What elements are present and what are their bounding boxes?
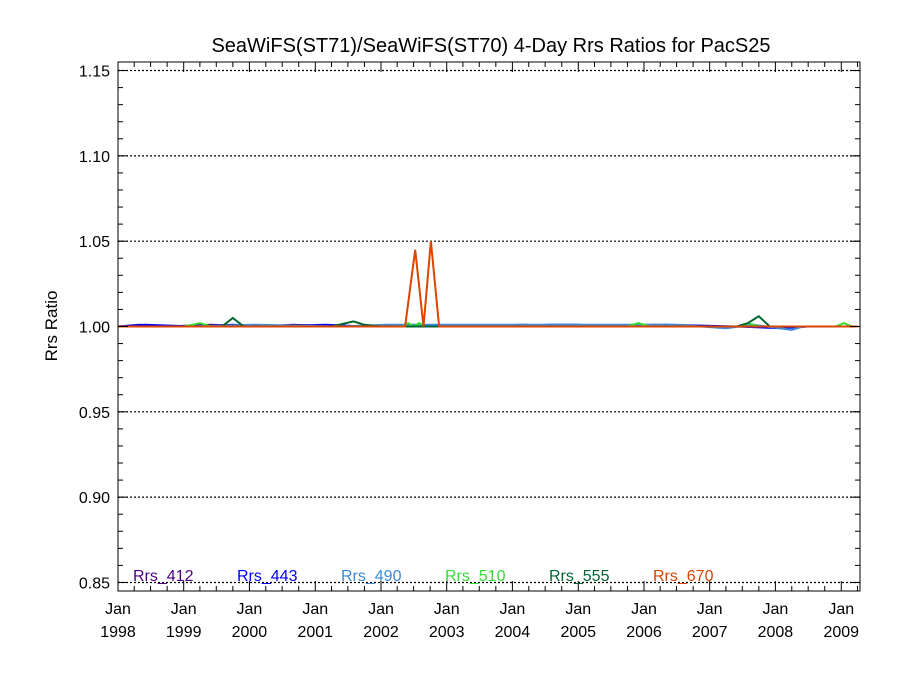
y-tick-label: 0.95 (79, 405, 110, 422)
x-tick-year: 2001 (297, 624, 333, 641)
x-tick-year: 2007 (692, 624, 728, 641)
y-tick-label: 1.00 (79, 320, 110, 337)
legend-item-rrs-490: Rrs_490 (341, 568, 402, 585)
y-tick-label: 1.15 (79, 64, 110, 81)
legend-item-rrs-510: Rrs_510 (445, 568, 506, 585)
x-tick-month: Jan (105, 601, 131, 618)
x-tick-year: 2009 (823, 624, 859, 641)
y-tick-label: 1.10 (79, 149, 110, 166)
x-tick-year: 2006 (626, 624, 662, 641)
series-line-rrs-555 (118, 315, 858, 328)
series-line-rrs-670 (118, 241, 858, 328)
x-tick-month: Jan (697, 601, 723, 618)
x-tick-labels: Jan 1998 Jan 1999 Jan 2000 Jan 2001 Jan 2002 Jan 20… (100, 601, 859, 641)
x-tick-year: 2008 (758, 624, 794, 641)
x-tick-year: 1998 (100, 624, 136, 641)
legend-item-rrs-670: Rrs_670 (653, 568, 714, 585)
x-tick-year: 2000 (232, 624, 268, 641)
x-tick-month: Jan (171, 601, 197, 618)
x-tick-month: Jan (500, 601, 526, 618)
y-tick-labels: 0.85 0.90 0.95 1.00 1.05 1.10 1.15 (79, 64, 110, 593)
series-lines (117, 241, 858, 331)
legend-item-rrs-412: Rrs_412 (133, 568, 194, 585)
y-tick-label: 1.05 (79, 234, 110, 251)
x-tick-month: Jan (828, 601, 854, 618)
plot-frame (117, 61, 861, 592)
y-axis-label: Rrs Ratio (42, 291, 61, 362)
legend-item-rrs-443: Rrs_443 (237, 568, 298, 585)
x-tick-month: Jan (631, 601, 657, 618)
y-tick-label: 0.85 (79, 575, 110, 592)
legend-item-rrs-555: Rrs_555 (549, 568, 610, 585)
x-tick-year: 2003 (429, 624, 465, 641)
y-tick-label: 0.90 (79, 490, 110, 507)
x-tick-month: Jan (237, 601, 263, 618)
x-tick-month: Jan (434, 601, 460, 618)
axis-ticks (117, 62, 860, 591)
x-tick-month: Jan (302, 601, 328, 618)
chart-title: SeaWiFS(ST71)/SeaWiFS(ST70) 4-Day Rrs Ra… (211, 35, 770, 57)
x-tick-month: Jan (565, 601, 591, 618)
series-line-rrs-490 (118, 323, 858, 331)
x-tick-year: 2002 (363, 624, 399, 641)
legend: Rrs_412 Rrs_443 Rrs_490 Rrs_510 Rrs_555 Rrs_6… (133, 568, 714, 585)
x-tick-month: Jan (368, 601, 394, 618)
x-tick-month: Jan (762, 601, 788, 618)
x-tick-year: 2004 (495, 624, 531, 641)
x-tick-year: 2005 (560, 624, 596, 641)
x-tick-year: 1999 (166, 624, 202, 641)
